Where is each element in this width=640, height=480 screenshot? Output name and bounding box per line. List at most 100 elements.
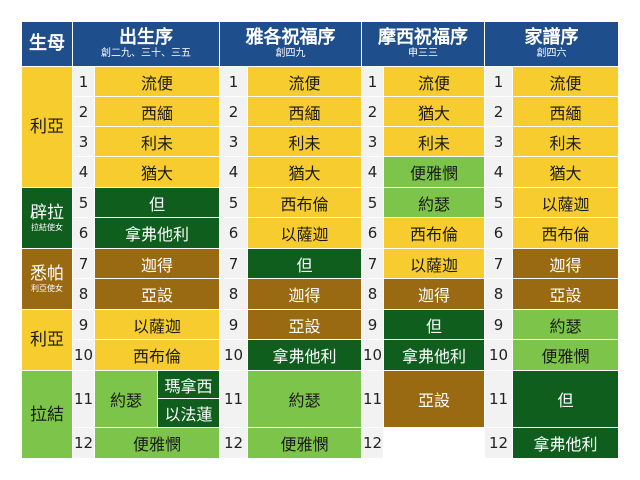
row-number: 7 xyxy=(220,249,247,278)
birth-order-cell: 亞設 xyxy=(95,279,219,309)
row-number: 5 xyxy=(220,188,247,217)
jacob-order-cell: 西緬 xyxy=(248,97,361,126)
row-number: 4 xyxy=(485,157,512,187)
mother-name: 悉帕 xyxy=(30,264,64,284)
header-title: 家譜序 xyxy=(524,27,579,48)
mother-note: 利亞使女 xyxy=(31,284,63,293)
birth-order-cell: 流便 xyxy=(95,67,219,96)
header-mother: 生母 xyxy=(22,22,72,66)
jacob-order-cell: 利未 xyxy=(248,127,361,156)
mother-name: 利亞 xyxy=(30,117,64,137)
row-number: 3 xyxy=(73,127,94,156)
moses-order-cell: 西布倫 xyxy=(384,218,484,248)
moses-order-cell: 但 xyxy=(384,310,484,339)
mother-name: 拉結 xyxy=(30,404,64,425)
jacob-order-cell: 迦得 xyxy=(248,279,361,309)
header-title: 出生序 xyxy=(119,27,173,48)
row-number: 5 xyxy=(485,188,512,217)
row-number: 2 xyxy=(220,97,247,126)
genealogy-order-cell: 西緬 xyxy=(513,97,618,126)
row-number: 6 xyxy=(485,218,512,248)
moses-order-cell: 拿弗他利 xyxy=(384,340,484,370)
header-genealogy-order: 家譜序 創四六 xyxy=(485,22,618,66)
row-number: 1 xyxy=(362,67,383,96)
birth-order-cell: 但 xyxy=(95,188,219,217)
jacob-order-cell: 流便 xyxy=(248,67,361,96)
genealogy-order-cell: 利未 xyxy=(513,127,618,156)
birth-order-cell: 迦得 xyxy=(95,249,219,278)
genealogy-order-cell: 拿弗他利 xyxy=(513,428,618,458)
row-number: 9 xyxy=(220,310,247,339)
row-number: 4 xyxy=(73,157,94,187)
row-number: 8 xyxy=(485,279,512,309)
genealogy-order-cell: 猶大 xyxy=(513,157,618,187)
row-number: 3 xyxy=(485,127,512,156)
row-number: 12 xyxy=(362,428,383,458)
header-subtitle: 創四九 xyxy=(275,48,306,59)
moses-order-cell: 亞設 xyxy=(384,371,484,427)
row-number: 1 xyxy=(73,67,94,96)
header-subtitle: 申三三 xyxy=(408,48,438,59)
jacob-order-cell: 亞設 xyxy=(248,310,361,339)
row-number: 12 xyxy=(485,428,512,458)
row-number: 7 xyxy=(362,249,383,278)
header-subtitle: 創二九、三十、三五 xyxy=(101,48,191,59)
birth-order-cell: 西布倫 xyxy=(95,340,219,370)
moses-order-cell: 利未 xyxy=(384,127,484,156)
row-number: 2 xyxy=(73,97,94,126)
genealogy-order-cell: 但 xyxy=(513,371,618,427)
mother-name: 利亞 xyxy=(30,330,64,350)
row-number: 11 xyxy=(485,371,512,427)
row-number: 10 xyxy=(362,340,383,370)
row-number: 2 xyxy=(362,97,383,126)
row-number: 8 xyxy=(362,279,383,309)
row-number: 12 xyxy=(220,428,247,458)
row-number: 5 xyxy=(73,188,94,217)
row-number: 9 xyxy=(362,310,383,339)
row-number: 1 xyxy=(220,67,247,96)
moses-order-cell: 迦得 xyxy=(384,279,484,309)
genealogy-order-cell: 西布倫 xyxy=(513,218,618,248)
jacob-order-cell: 西布倫 xyxy=(248,188,361,217)
row-number: 6 xyxy=(73,218,94,248)
row-number: 3 xyxy=(220,127,247,156)
row-number: 8 xyxy=(220,279,247,309)
row-number: 7 xyxy=(485,249,512,278)
mother-zilpah: 悉帕 利亞使女 xyxy=(22,249,72,309)
header-title: 雅各祝福序 xyxy=(245,27,336,48)
row-number: 6 xyxy=(220,218,247,248)
birth-order-cell: 約瑟 xyxy=(95,371,157,427)
row-number: 9 xyxy=(485,310,512,339)
row-number: 1 xyxy=(485,67,512,96)
jacob-order-cell: 拿弗他利 xyxy=(248,340,361,370)
header-birth-order: 出生序 創二九、三十、三五 xyxy=(73,22,219,66)
row-number: 11 xyxy=(220,371,247,427)
moses-order-cell: 以薩迦 xyxy=(384,249,484,278)
row-number: 3 xyxy=(362,127,383,156)
mother-leah-1: 利亞 xyxy=(22,67,72,187)
row-number: 6 xyxy=(362,218,383,248)
moses-order-cell: 便雅憫 xyxy=(384,157,484,187)
header-title: 摩西祝福序 xyxy=(378,27,468,48)
mother-name: 辟拉 xyxy=(30,203,64,223)
jacob-order-cell: 但 xyxy=(248,249,361,278)
moses-order-empty-cell xyxy=(384,428,484,458)
row-number: 5 xyxy=(362,188,383,217)
moses-order-cell: 流便 xyxy=(384,67,484,96)
row-number: 11 xyxy=(73,371,94,427)
genealogy-order-cell: 約瑟 xyxy=(513,310,618,339)
birth-order-cell: 利未 xyxy=(95,127,219,156)
birth-order-cell: 猶大 xyxy=(95,157,219,187)
header-subtitle: 創四六 xyxy=(536,48,567,59)
birth-order-cell: 便雅憫 xyxy=(95,428,219,458)
genealogy-order-cell: 迦得 xyxy=(513,249,618,278)
birth-order-cell: 拿弗他利 xyxy=(95,218,219,248)
genealogy-order-cell: 亞設 xyxy=(513,279,618,309)
genealogy-order-cell: 以薩迦 xyxy=(513,188,618,217)
row-number: 2 xyxy=(485,97,512,126)
row-number: 10 xyxy=(73,340,94,370)
jacob-order-cell: 約瑟 xyxy=(248,371,361,427)
birth-order-subcell: 以法蓮 xyxy=(158,399,219,427)
row-number: 4 xyxy=(220,157,247,187)
